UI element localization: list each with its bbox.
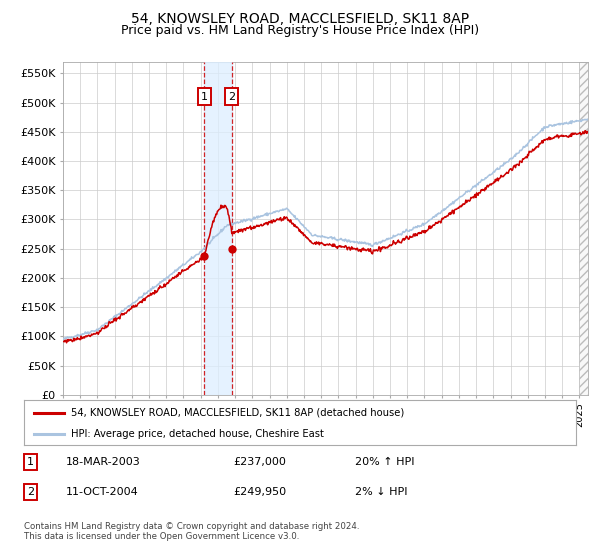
Text: 20% ↑ HPI: 20% ↑ HPI — [355, 457, 415, 467]
Text: 18-MAR-2003: 18-MAR-2003 — [65, 457, 140, 467]
Text: 11-OCT-2004: 11-OCT-2004 — [65, 487, 138, 497]
Text: £237,000: £237,000 — [234, 457, 287, 467]
Text: HPI: Average price, detached house, Cheshire East: HPI: Average price, detached house, Ches… — [71, 428, 324, 438]
Text: Contains HM Land Registry data © Crown copyright and database right 2024.
This d: Contains HM Land Registry data © Crown c… — [24, 522, 359, 542]
Text: 2% ↓ HPI: 2% ↓ HPI — [355, 487, 408, 497]
Text: Price paid vs. HM Land Registry's House Price Index (HPI): Price paid vs. HM Land Registry's House … — [121, 24, 479, 36]
Text: 1: 1 — [27, 457, 34, 467]
Text: £249,950: £249,950 — [234, 487, 287, 497]
Text: 54, KNOWSLEY ROAD, MACCLESFIELD, SK11 8AP: 54, KNOWSLEY ROAD, MACCLESFIELD, SK11 8A… — [131, 12, 469, 26]
Bar — [205, 62, 232, 395]
Text: 2: 2 — [27, 487, 34, 497]
Text: 54, KNOWSLEY ROAD, MACCLESFIELD, SK11 8AP (detached house): 54, KNOWSLEY ROAD, MACCLESFIELD, SK11 8A… — [71, 408, 404, 418]
Text: 1: 1 — [201, 92, 208, 101]
Text: 2: 2 — [228, 92, 235, 101]
